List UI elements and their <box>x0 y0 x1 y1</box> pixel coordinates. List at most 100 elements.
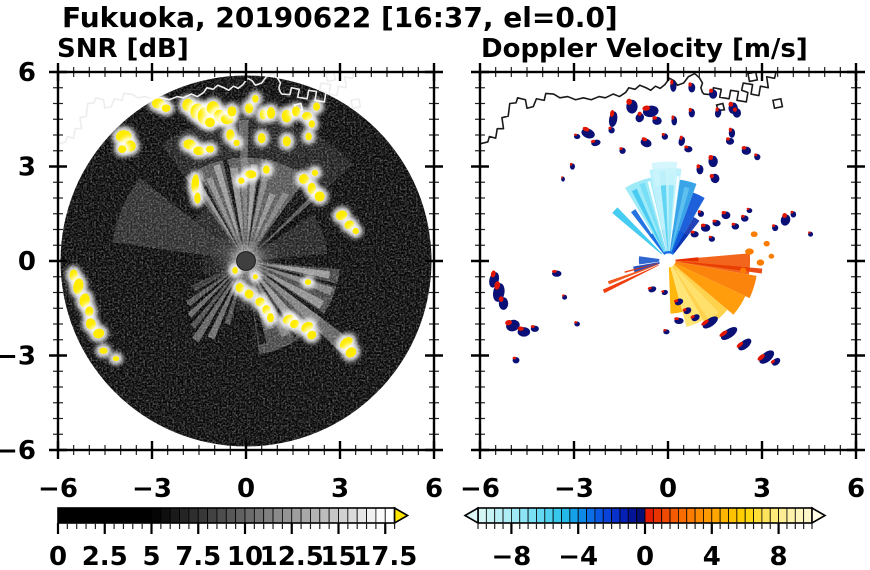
echo-blob <box>161 104 171 113</box>
colorbar-cell <box>66 507 78 524</box>
clutter-blob <box>720 326 738 340</box>
colorbar-tick-label: 4 <box>703 542 721 570</box>
echo-blob <box>252 94 259 103</box>
doppler-wedge <box>631 209 664 253</box>
doppler-wedge <box>631 188 665 253</box>
doppler-wedge <box>612 207 663 255</box>
colorbar-cell <box>356 507 367 524</box>
colorbar-cell <box>711 507 721 524</box>
clutter-accent <box>530 325 535 328</box>
echo-blob <box>244 289 254 299</box>
clutter-accent <box>746 207 750 210</box>
echo-blob <box>308 120 315 128</box>
clutter-accent <box>608 126 612 130</box>
warm-spot <box>745 248 754 255</box>
colorbar-over-arrow <box>811 506 827 525</box>
clutter-accent <box>590 139 596 143</box>
colorbar-cell <box>569 507 579 524</box>
clutter-accent <box>582 126 590 132</box>
clutter-accent <box>709 88 714 93</box>
colorbar-cell <box>291 507 302 524</box>
colorbar-cell <box>197 507 209 524</box>
colorbar-cell <box>300 507 311 524</box>
colorbar-tick-label: 2.5 <box>82 542 128 570</box>
colorbar-cell <box>510 507 521 524</box>
colorbar-cell <box>577 507 587 524</box>
colorbar-cell <box>338 507 349 524</box>
velocity-colorbar: −8 −4 0 4 8 <box>463 506 827 570</box>
colorbar-cell <box>502 507 512 524</box>
doppler-wedge <box>602 264 659 294</box>
colorbar-cell <box>477 507 487 524</box>
colorbar-cell <box>384 507 396 524</box>
colorbar-tick-label: 17.5 <box>353 542 417 570</box>
clutter-blobs <box>489 79 814 366</box>
doppler-fans <box>602 161 763 327</box>
echo-blob <box>227 106 237 117</box>
colorbar-cell <box>188 507 199 524</box>
clutter-accent <box>652 116 658 120</box>
clutter-accent <box>679 135 683 140</box>
warm-spot <box>768 253 775 259</box>
colorbar-tick-label: 15 <box>320 542 356 570</box>
colorbar-cell <box>561 507 571 524</box>
echo-blob <box>245 103 254 114</box>
doppler-wedge <box>651 161 678 187</box>
doppler-wedge <box>638 256 660 265</box>
colorbar-tick-label: 8 <box>770 542 788 570</box>
clutter-accent <box>574 321 578 324</box>
colorbar-tick-label: 10 <box>227 542 263 570</box>
doppler-wedge <box>639 182 666 252</box>
echo-blob <box>238 177 245 184</box>
clutter-blob <box>738 338 752 351</box>
colorbar-tick-label: 12.5 <box>260 542 324 570</box>
colorbar-cell <box>319 507 330 524</box>
panel-title-snr: SNR [dB] <box>57 34 189 64</box>
colorbar-cell <box>281 507 293 524</box>
x-tick-label: 6 <box>847 474 865 504</box>
clutter-accent <box>696 164 700 169</box>
clutter-accent <box>637 111 642 116</box>
clutter-accent <box>700 223 706 227</box>
colorbar-cell <box>57 507 68 524</box>
colorbar-cell <box>310 507 321 524</box>
colorbar-tick-label: −8 <box>491 542 531 570</box>
colorbar-cell <box>519 507 529 524</box>
x-tick-label: −3 <box>554 474 594 504</box>
doppler-wedge <box>675 257 699 262</box>
colorbar-cell <box>527 507 537 524</box>
echo-blob <box>314 191 325 202</box>
x-tick-label: −6 <box>38 474 78 504</box>
echo-blob <box>194 192 201 204</box>
colorbar-tick-label: 0 <box>636 542 654 570</box>
left-panel-frame: −6 −3 0 3 6 6 3 0 −3 −6 <box>0 58 443 504</box>
x-tick-label: 3 <box>753 474 771 504</box>
clutter-accent <box>552 269 557 273</box>
echo-blob <box>292 106 301 117</box>
clutter-accent <box>642 105 651 111</box>
colorbar-cell <box>536 507 546 524</box>
clutter-accent <box>721 210 726 215</box>
clutter-accent <box>490 270 496 278</box>
colorbar-cell <box>494 507 504 524</box>
clutter-accent <box>573 133 578 136</box>
clutter-accent <box>684 145 689 149</box>
panel-title-velocity: Doppler Velocity [m/s] <box>481 34 808 64</box>
colorbar-cell <box>694 507 704 524</box>
colorbar-cell <box>586 507 596 524</box>
velocity-panel <box>480 72 814 366</box>
left-axis-labels: −6 −3 0 3 6 6 3 0 −3 −6 <box>0 58 443 504</box>
colorbar-cell <box>794 507 805 524</box>
colorbar-cell <box>132 507 143 524</box>
echo-blob <box>193 146 205 156</box>
clutter-accent <box>647 286 652 290</box>
clutter-accent <box>670 79 674 85</box>
echo-blob <box>304 279 312 285</box>
colorbar-cell <box>123 507 134 524</box>
clutter-blob <box>635 113 645 123</box>
colorbar-cell <box>627 507 638 524</box>
doppler-wedge <box>647 180 667 252</box>
colorbar-cell <box>744 507 754 524</box>
